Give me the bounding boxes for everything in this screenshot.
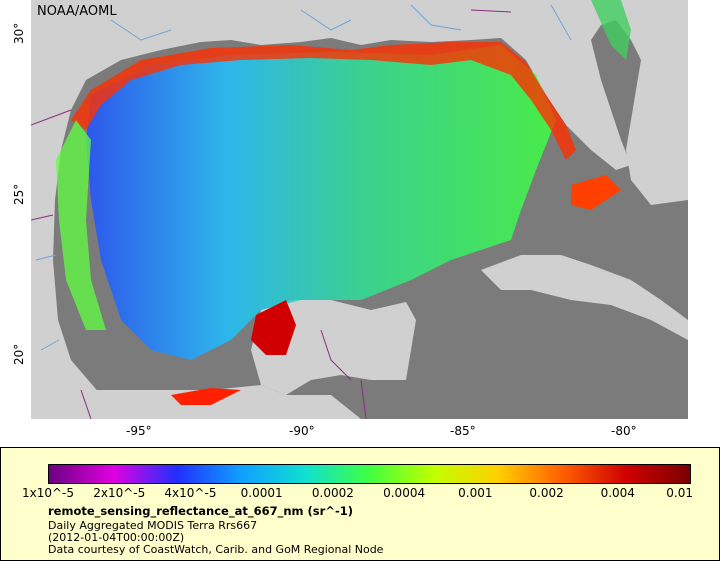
x-tick-85: -85° <box>450 424 476 438</box>
florida-keys <box>571 175 621 210</box>
watermark-label: NOAA/AOML <box>37 4 117 19</box>
legend-credit: Data courtesy of CoastWatch, Carib. and … <box>48 543 384 556</box>
colorbar-tick-label: 0.0002 <box>311 486 354 500</box>
river-lines <box>35 4 572 351</box>
colorbar-tick-label: 0.01 <box>666 486 694 500</box>
y-tick-20: 20° <box>12 343 26 365</box>
us-mainland <box>31 0 688 405</box>
colorbar-tick-label: 0.0001 <box>240 486 283 500</box>
legend-date: (2012-01-04T00:00:00Z) <box>48 531 185 544</box>
y-tick-25: 25° <box>12 183 26 205</box>
mexico-coast-green <box>56 120 106 330</box>
colorbar-tick-label: 0.004 <box>600 486 635 500</box>
map-plot <box>31 0 688 419</box>
south-mexico-plume <box>171 388 241 405</box>
colorbar <box>48 464 691 484</box>
colorbar-tick-label: 0.002 <box>529 486 564 500</box>
legend-panel: 1x10^-5 2x10^-5 4x10^-5 0.0001 0.0002 0.0004 0… <box>0 447 720 561</box>
colorbar-tick-label: 0.0004 <box>383 486 426 500</box>
legend-dataset: Daily Aggregated MODIS Terra Rrs667 <box>48 519 258 532</box>
gulf-data-field <box>86 45 556 360</box>
cuba <box>481 255 688 340</box>
x-tick-90: -90° <box>289 424 315 438</box>
pacific-coast-east <box>591 0 631 60</box>
political-borders <box>31 9 512 419</box>
legend-title: remote_sensing_reflectance_at_667_nm (sr… <box>48 504 353 518</box>
yucatan-plume <box>251 300 296 355</box>
colorbar-tick-label: 2x10^-5 <box>93 486 146 500</box>
y-tick-30: 30° <box>12 22 26 44</box>
colorbar-tick-label: 4x10^-5 <box>164 486 217 500</box>
x-tick-95: -95° <box>126 424 152 438</box>
x-tick-80: -80° <box>611 424 637 438</box>
colorbar-tick-label: 0.001 <box>458 486 493 500</box>
colorbar-tick-label: 1x10^-5 <box>21 486 75 500</box>
florida-east <box>626 60 688 205</box>
map-panel: NOAA/AOML <box>31 0 688 419</box>
